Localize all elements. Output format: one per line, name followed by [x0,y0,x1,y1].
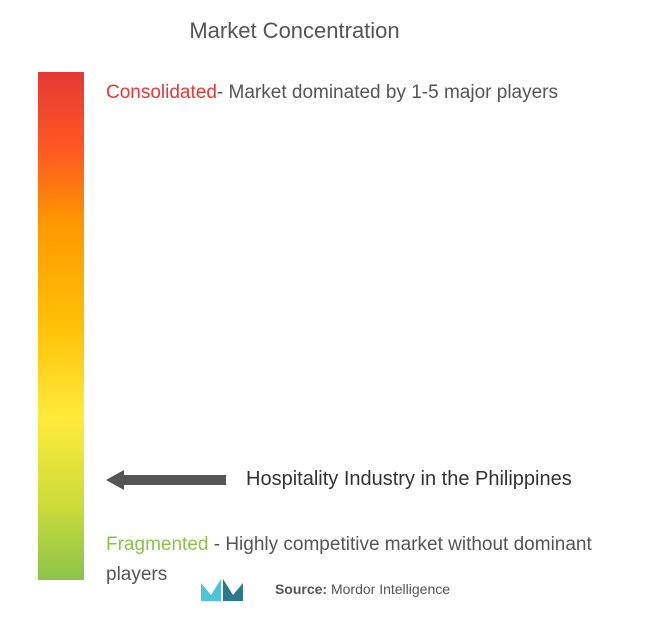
market-marker: Hospitality Industry in the Philippines [106,468,572,491]
consolidated-label: Consolidated [106,82,217,103]
chart-title: Market Concentration [8,18,641,44]
source-attribution: Source: Mordor Intelligence [275,581,450,597]
fragmented-label: Fragmented [106,534,208,555]
chart-footer: Source: Mordor Intelligence [0,573,649,605]
consolidated-desc-text: - Market dominated by 1-5 major players [217,82,558,103]
consolidated-description: Consolidated- Market dominated by 1-5 ma… [106,78,558,108]
source-value: Mordor Intelligence [331,581,450,597]
arrow-left-icon [106,470,226,490]
concentration-gradient-bar [38,72,84,580]
mordor-logo-icon [199,573,247,605]
source-label: Source: [275,581,331,597]
chart-content: Consolidated- Market dominated by 1-5 ma… [8,72,641,580]
marker-label: Hospitality Industry in the Philippines [246,468,572,491]
labels-area: Consolidated- Market dominated by 1-5 ma… [106,72,641,580]
